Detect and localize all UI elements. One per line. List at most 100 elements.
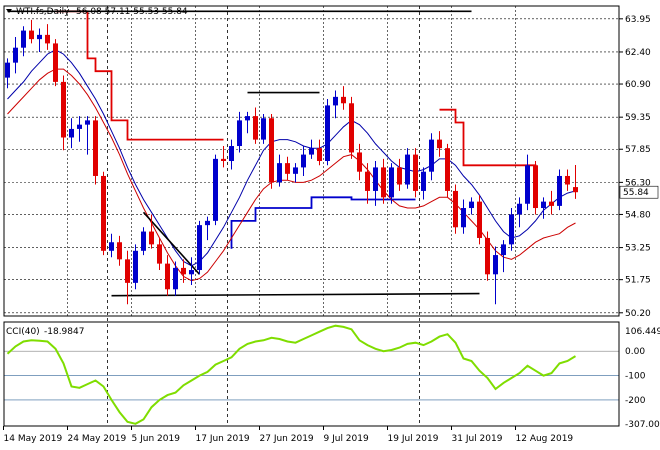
candle-body xyxy=(453,190,458,228)
candle-body xyxy=(413,154,418,191)
candle-13 xyxy=(109,233,114,258)
lower-stop-line-0 xyxy=(230,196,416,249)
candle-body xyxy=(549,201,554,206)
candle-57 xyxy=(461,199,466,234)
candle-65 xyxy=(525,154,530,211)
price-tick-label: 53.25 xyxy=(625,244,651,254)
candle-body xyxy=(29,30,34,40)
pane-frames xyxy=(3,5,620,427)
price-axis: 63.95 62.40 60.90 59.35 57.85 56.30 54.80 53.25… xyxy=(619,15,659,319)
menu-triangle-icon[interactable] xyxy=(6,9,12,13)
candle-body xyxy=(61,81,66,138)
candle-body xyxy=(5,62,10,78)
candle-70 xyxy=(565,169,570,191)
candle-30 xyxy=(245,111,250,134)
candle-4 xyxy=(37,28,42,52)
candle-42 xyxy=(341,86,346,110)
cci-label: CCI(40) xyxy=(6,327,40,337)
time-tick-label: 27 Jun 2019 xyxy=(260,434,314,444)
price-tick-label: 62.40 xyxy=(625,48,651,58)
candle-body xyxy=(149,231,154,245)
candle-body xyxy=(445,148,450,191)
candle-48 xyxy=(389,163,394,204)
candle-body xyxy=(117,242,122,260)
symbol-label: WTI.fs,Daily xyxy=(16,7,70,17)
candle-5 xyxy=(45,24,50,50)
candle-26 xyxy=(213,154,218,226)
upper-stop-line-0 xyxy=(55,10,224,141)
trend-line-2 xyxy=(111,292,480,297)
price-tick-label: 50.20 xyxy=(625,309,651,319)
cci-level-label: -100 xyxy=(625,372,646,382)
candle-body xyxy=(541,201,546,209)
candle-body xyxy=(373,167,378,191)
candle-12 xyxy=(101,171,106,256)
candle-body xyxy=(133,250,138,283)
candle-55 xyxy=(445,143,450,198)
candle-body xyxy=(477,201,482,238)
time-tick-label: 14 May 2019 xyxy=(4,434,63,444)
candle-body xyxy=(573,187,578,193)
time-tick-label: 19 Jul 2019 xyxy=(388,434,439,444)
candle-body xyxy=(301,154,306,168)
current-price-label: 55.84 xyxy=(623,188,649,198)
candle-body xyxy=(125,259,130,283)
fast-ma-line xyxy=(7,49,576,267)
candle-39 xyxy=(317,139,322,166)
cci-level-label: 0.00 xyxy=(625,347,645,357)
candle-body xyxy=(237,120,242,147)
candle-71 xyxy=(573,165,578,199)
candle-body xyxy=(501,244,506,256)
candle-body xyxy=(253,116,258,140)
candle-61 xyxy=(493,246,498,305)
candle-body xyxy=(525,165,530,204)
candle-body xyxy=(325,105,330,161)
price-tick-label: 59.35 xyxy=(625,113,651,123)
candle-body xyxy=(557,175,562,206)
candle-body xyxy=(101,175,106,251)
candle-14 xyxy=(117,235,122,266)
candle-body xyxy=(93,120,98,176)
candle-50 xyxy=(405,148,410,189)
cci-axis: 106.4497 0.00 -100 -200 -307.0000 xyxy=(625,327,660,430)
candle-25 xyxy=(205,216,210,241)
candle-16 xyxy=(133,244,138,290)
candle-43 xyxy=(349,96,354,159)
candle-68 xyxy=(549,190,554,215)
candle-body xyxy=(173,267,178,290)
time-axis: 14 May 2019 24 May 2019 5 Jun 2019 17 Jun 2… xyxy=(3,426,573,444)
candle-8 xyxy=(69,118,74,149)
candle-body xyxy=(197,225,202,271)
candle-35 xyxy=(285,156,290,181)
candle-body xyxy=(365,171,370,191)
candle-body xyxy=(533,165,538,209)
price-pane-frame xyxy=(3,5,620,317)
candle-67 xyxy=(541,197,546,219)
candle-body xyxy=(381,167,386,198)
candle-body xyxy=(157,244,162,264)
price-tick-label: 51.75 xyxy=(625,276,651,286)
candle-body xyxy=(461,208,466,228)
time-tick-label: 17 Jun 2019 xyxy=(196,434,250,444)
ohlc-values: 56.08 57.11 55.53 55.84 xyxy=(76,7,188,17)
candle-body xyxy=(437,139,442,149)
candle-body xyxy=(189,270,194,275)
candle-body xyxy=(109,242,114,251)
candle-body xyxy=(13,47,18,63)
candle-body xyxy=(349,103,354,153)
candle-body xyxy=(421,171,426,191)
time-tick-label: 5 Jun 2019 xyxy=(132,434,181,444)
candle-53 xyxy=(429,133,434,181)
candle-10 xyxy=(85,116,90,155)
price-tick-label: 60.90 xyxy=(625,80,651,90)
candle-body xyxy=(21,30,26,48)
candle-41 xyxy=(333,90,338,119)
candle-15 xyxy=(125,250,130,305)
candle-1 xyxy=(13,37,18,74)
candle-body xyxy=(53,43,58,82)
candle-3 xyxy=(29,19,34,44)
candle-20 xyxy=(165,255,170,296)
time-tick-label: 31 Jul 2019 xyxy=(452,434,503,444)
candle-49 xyxy=(397,158,402,191)
